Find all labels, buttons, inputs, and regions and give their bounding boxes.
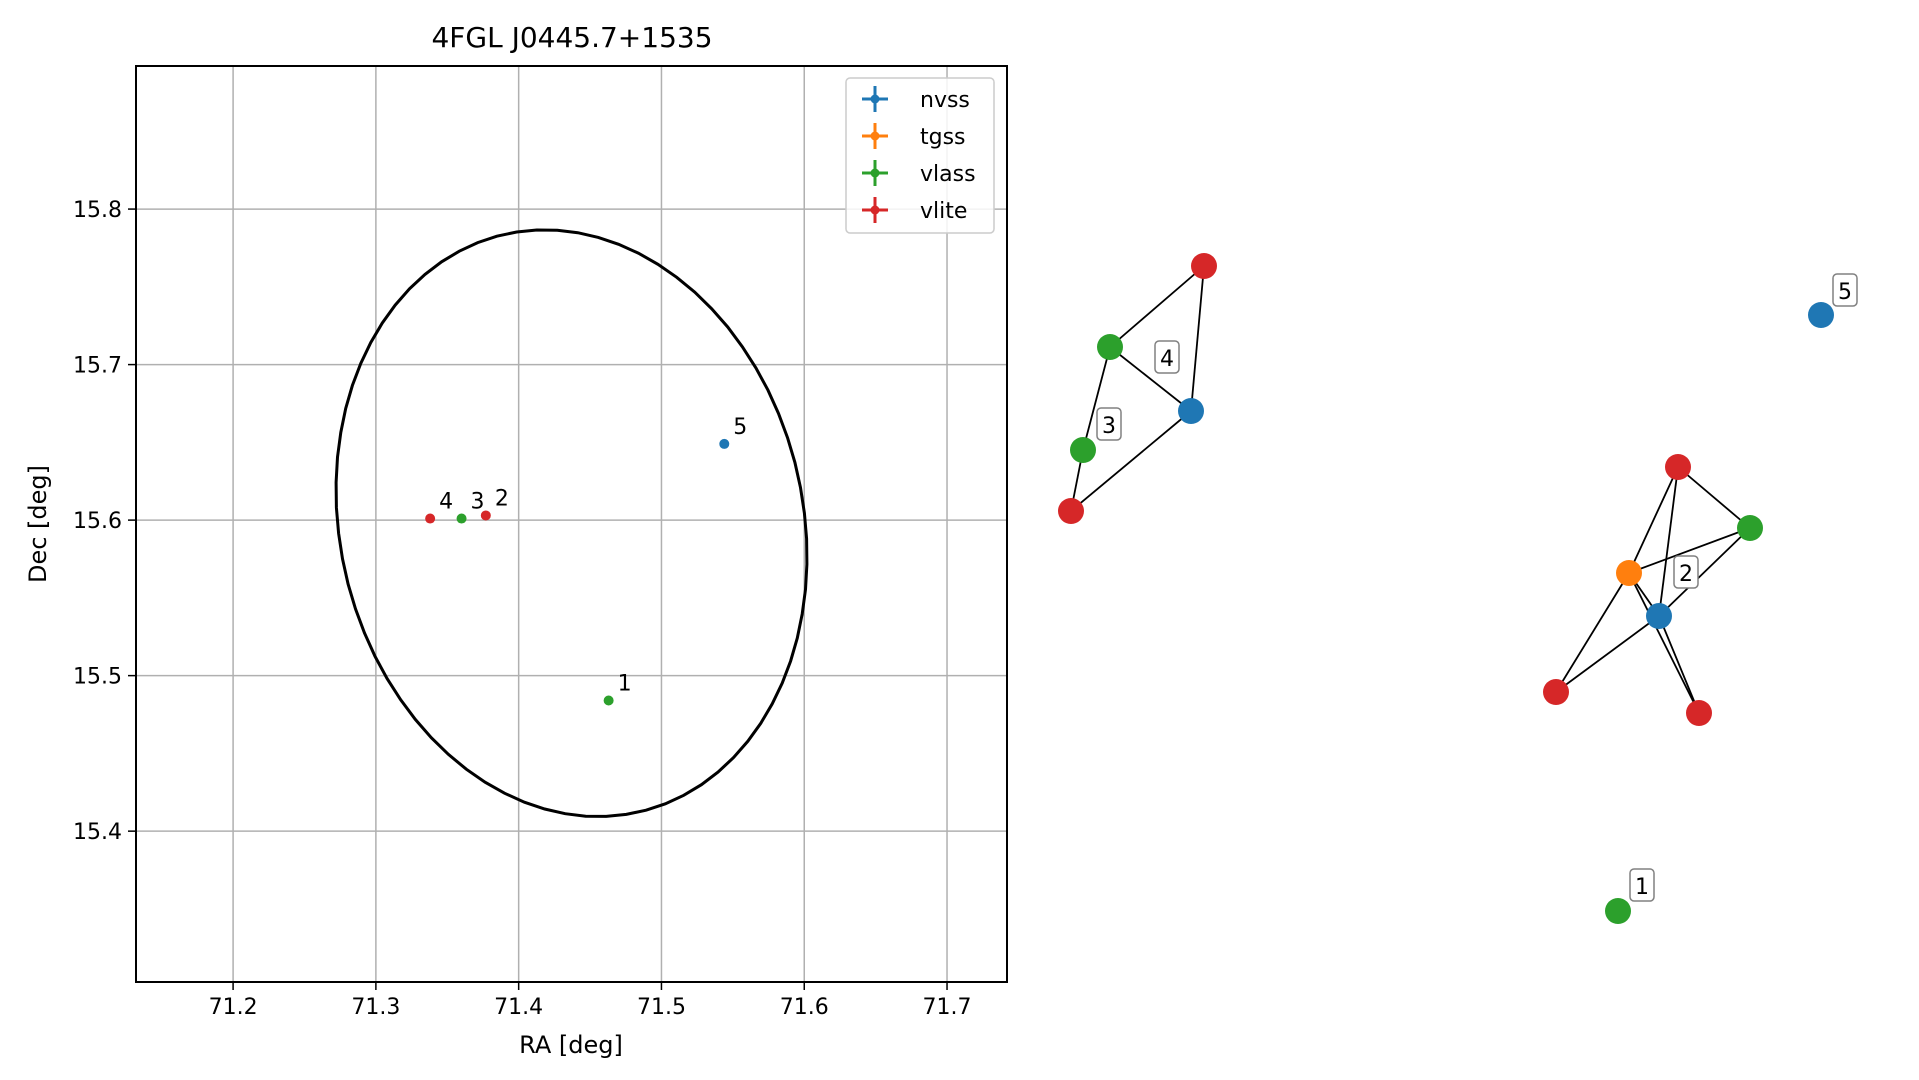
y-tick-label: 15.7 (73, 354, 122, 379)
graph-edge (1628, 527, 1751, 574)
graph-node (1605, 898, 1631, 924)
graph-edge (1070, 410, 1192, 512)
legend-marker (870, 205, 880, 215)
error-ellipse-path (334, 228, 809, 818)
cluster-label: 1 (1629, 868, 1655, 902)
graph-node (1058, 498, 1084, 524)
legend-marker (870, 168, 880, 178)
graph-node (1543, 679, 1569, 705)
legend-entry-nvss: nvss (862, 86, 970, 113)
cluster-label-box (1096, 407, 1122, 441)
graph-edge (1628, 572, 1700, 714)
cluster-label-text: 2 (1679, 562, 1693, 587)
x-tick-label: 71.3 (351, 995, 400, 1020)
legend-entry-tgss: tgss (862, 123, 966, 150)
cluster-label: 4 (1154, 340, 1180, 374)
point-label: 2 (495, 486, 509, 511)
graph-edges (1070, 265, 1751, 714)
cluster-label: 5 (1832, 273, 1858, 307)
data-point-vlite (480, 510, 491, 521)
graph-node (1070, 437, 1096, 463)
graph-edge (1677, 466, 1751, 529)
error-ellipse (334, 228, 809, 818)
legend-entry-vlite: vlite (862, 197, 967, 224)
axis-ticks: 71.2 71.3 71.4 71.5 71.6 71.7 15.4 15.5 15.6 15.7… (73, 198, 972, 1020)
y-tick-label: 15.5 (73, 665, 122, 690)
plot-frame (135, 65, 1008, 983)
graph-edge (1555, 615, 1660, 693)
cluster-label: 2 (1673, 555, 1699, 589)
scatter-panel: 4FGL J0445.7+1535 5 1 34 2 71.2 71.3 71.4 71.5… (24, 21, 1008, 1059)
graph-node (1686, 700, 1712, 726)
legend-label: tgss (920, 125, 966, 150)
graph-node (1737, 515, 1763, 541)
cluster-label-box (1629, 868, 1655, 902)
point-label: 3 (471, 490, 485, 515)
cluster-label-box (1673, 555, 1699, 589)
x-tick-label: 71.6 (780, 995, 829, 1020)
graph-edge (1555, 572, 1630, 693)
cluster-label-text: 1 (1635, 875, 1649, 900)
legend-box (845, 77, 995, 234)
point-label: 4 (439, 490, 453, 515)
graph-node (1178, 398, 1204, 424)
legend-marker (870, 131, 880, 141)
graph-nodes (1058, 253, 1834, 924)
x-tick-label: 71.5 (637, 995, 686, 1020)
point-label: 1 (618, 672, 632, 697)
graph-edge (1658, 527, 1751, 617)
graph-node (1808, 302, 1834, 328)
graph-edge (1658, 466, 1679, 617)
graph-edge (1628, 466, 1679, 574)
legend-label: vlass (920, 162, 976, 187)
graph-node (1665, 454, 1691, 480)
graph-edge (1109, 346, 1192, 412)
graph-node (1616, 560, 1642, 586)
x-tick-label: 71.7 (923, 995, 972, 1020)
graph-edge (1658, 615, 1700, 714)
y-tick-label: 15.8 (73, 198, 122, 223)
legend-marker (870, 94, 880, 104)
network-graph: 4 3 5 2 1 (1058, 253, 1858, 924)
legend-entry-vlass: vlass (862, 160, 976, 187)
data-point-vlass (456, 513, 467, 524)
chart-title: 4FGL J0445.7+1535 (431, 21, 712, 54)
graph-edge (1190, 265, 1205, 412)
legend-label: nvss (920, 88, 970, 113)
point-label: 5 (733, 415, 747, 440)
data-point-nvss (719, 438, 730, 449)
graph-edge (1109, 265, 1205, 348)
legend: nvss tgss vlass vlite (845, 77, 995, 234)
x-tick-label: 71.4 (494, 995, 543, 1020)
data-point-vlite (425, 513, 436, 524)
graph-edge (1082, 346, 1111, 451)
legend-label: vlite (920, 199, 967, 224)
graph-node (1097, 334, 1123, 360)
y-tick-label: 15.6 (73, 509, 122, 534)
cluster-label: 3 (1096, 407, 1122, 441)
y-axis-label: Dec [deg] (24, 465, 52, 583)
y-tick-label: 15.4 (73, 820, 122, 845)
cluster-labels: 4 3 5 2 1 (1096, 273, 1858, 902)
graph-node (1191, 253, 1217, 279)
graph-node (1646, 603, 1672, 629)
x-tick-label: 71.2 (209, 995, 258, 1020)
cluster-label-text: 5 (1838, 280, 1852, 305)
data-points: 5 1 34 2 (425, 415, 747, 706)
x-axis-label: RA [deg] (519, 1031, 623, 1059)
cluster-label-box (1154, 340, 1180, 374)
data-point-vlass (603, 695, 614, 706)
cluster-label-text: 3 (1102, 414, 1116, 439)
cluster-label-text: 4 (1160, 347, 1174, 372)
cluster-label-box (1832, 273, 1858, 307)
